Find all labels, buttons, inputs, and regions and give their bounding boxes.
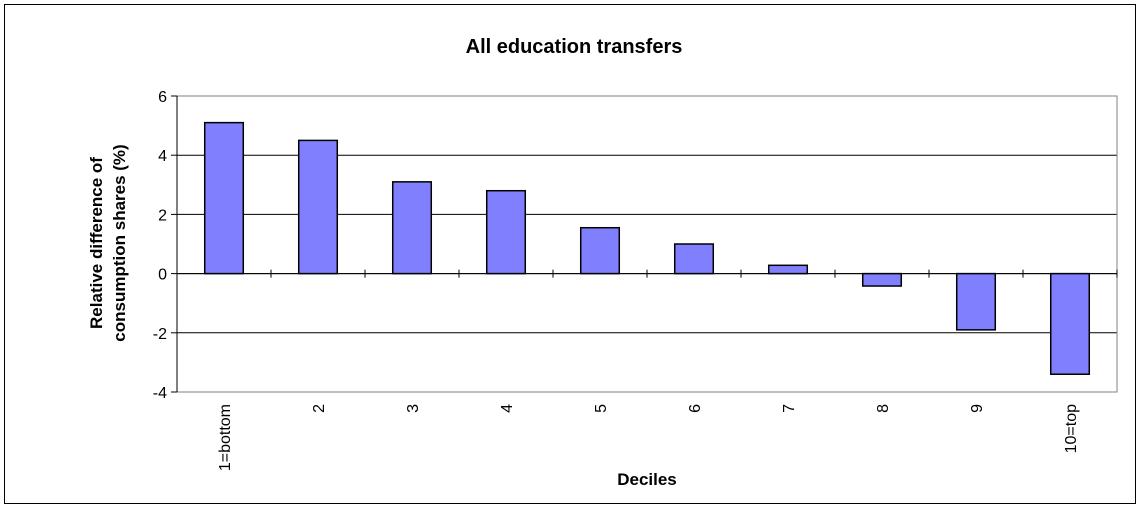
- bar-2: [297, 139, 339, 275]
- y-tick-label: 6: [158, 89, 167, 106]
- chart-title: All education transfers: [466, 36, 683, 58]
- axes: [171, 95, 1118, 393]
- bar-5: [579, 226, 621, 275]
- bar-4: [485, 189, 527, 275]
- bar-chart: All education transfers Relative differe…: [87, 36, 1118, 489]
- x-tick-labels: 1=bottom 2 3 4 5 6 7 8 9 10=top: [217, 404, 1080, 471]
- x-tick-label: 9: [969, 404, 986, 413]
- x-tick-label: 1=bottom: [217, 404, 234, 471]
- chart-frame: All education transfers Relative differe…: [4, 4, 1136, 504]
- y-axis-title-line-1: Relative difference of: [87, 157, 106, 329]
- y-tick-label: -4: [153, 385, 167, 402]
- x-tick-label: 6: [687, 404, 704, 413]
- y-tick-label: -2: [153, 326, 167, 343]
- x-axis-title: Deciles: [617, 470, 677, 489]
- y-axis-title: Relative difference of consumption share…: [87, 144, 129, 341]
- x-tick-label: 8: [875, 404, 892, 413]
- bar-1: [203, 121, 245, 275]
- y-tick-labels: 6 4 2 0 -2 -4: [153, 89, 167, 402]
- x-tick-label: 4: [499, 404, 516, 413]
- x-tick-label: 3: [405, 404, 422, 413]
- bar-9: [955, 272, 997, 331]
- y-tick-label: 4: [158, 148, 167, 165]
- x-tick-label: 2: [311, 404, 328, 413]
- bar-10: [1049, 272, 1091, 375]
- bar-6: [673, 243, 715, 275]
- y-tick-label: 0: [158, 267, 167, 284]
- x-tick-label: 10=top: [1063, 404, 1080, 453]
- y-axis-title-line-2: consumption shares (%): [110, 144, 129, 341]
- x-tick-label: 5: [593, 404, 610, 413]
- bar-8: [861, 272, 903, 287]
- bars: [203, 121, 1091, 375]
- x-tick-label: 7: [781, 404, 798, 413]
- y-tick-label: 2: [158, 207, 167, 224]
- bar-7: [767, 264, 809, 275]
- bar-3: [391, 181, 433, 275]
